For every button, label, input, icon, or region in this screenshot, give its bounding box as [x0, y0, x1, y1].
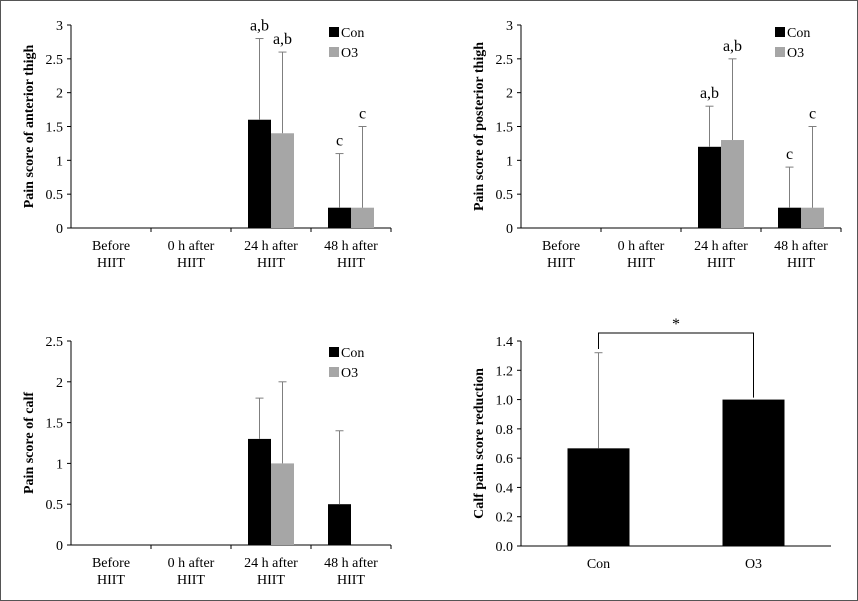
- panel2-x-tick-label: HIIT: [547, 256, 575, 271]
- panel1-x-tick-label: 0 h after: [168, 239, 215, 254]
- panel2-significance-label: a,b: [723, 38, 742, 55]
- panel2-legend-swatch-o3: [775, 47, 785, 57]
- panel3-x-tick-label: 24 h after: [244, 556, 298, 571]
- panel2-bar-con-2: [698, 146, 721, 228]
- panel3-x-tick-label: HIIT: [337, 573, 365, 588]
- panel1-y-tick-label: 3: [56, 19, 63, 34]
- panel2-x-tick-label: 48 h after: [774, 239, 828, 254]
- panel2-y-tick-label: 1.5: [496, 121, 514, 136]
- panel2-x-tick-label: HIIT: [627, 256, 655, 271]
- panel1-x-tick-label: HIIT: [97, 256, 125, 271]
- panel4-y-tick-label: 1.4: [496, 335, 514, 350]
- panel2-x-tick-label: Before: [542, 239, 580, 254]
- panel3-bar-o3-2: [271, 463, 294, 545]
- panel2-y-tick-label: 2.5: [496, 53, 514, 68]
- panel3-x-tick-label: Before: [92, 556, 130, 571]
- panel4-bar-series-0: [567, 448, 630, 546]
- panel1-legend-swatch-o3: [329, 47, 339, 57]
- panel4-y-tick-label: 1.0: [496, 394, 514, 409]
- panel2-significance-label: a,b: [700, 85, 719, 102]
- panel3-x-tick-label: HIIT: [97, 573, 125, 588]
- panel2-x-tick-label: HIIT: [787, 256, 815, 271]
- panel2-significance-label: c: [786, 146, 793, 163]
- panel1-bar-o3-2: [271, 133, 294, 228]
- panel3-y-axis-title: Pain score of calf: [22, 392, 37, 494]
- panel3-bar-con-2: [248, 438, 271, 545]
- panel1-y-tick-label: 2: [56, 87, 63, 102]
- panel1-legend-label-con: Con: [341, 26, 364, 41]
- panel4-bar-series-1: [722, 399, 785, 546]
- panel3-x-tick-label: HIIT: [257, 573, 285, 588]
- panel1-x-tick-label: HIIT: [257, 256, 285, 271]
- panel3-legend-label-con: Con: [341, 346, 364, 361]
- panel1-x-tick-label: Before: [92, 239, 130, 254]
- panel1-x-tick-label: 48 h after: [324, 239, 378, 254]
- panel4-y-tick-label: 1.2: [496, 364, 514, 379]
- panel2-bar-o3-3: [801, 207, 824, 228]
- panel1-significance-label: a,b: [250, 18, 269, 35]
- panel4-y-tick-label: 0.4: [496, 481, 514, 496]
- panel1-bar-con-3: [328, 207, 351, 228]
- panel1-legend-swatch-con: [329, 27, 339, 37]
- panel1-significance-label: a,b: [273, 31, 292, 48]
- panel2-y-axis-title: Pain score of posterior thigh: [472, 42, 487, 211]
- panel1-y-tick-label: 1: [56, 154, 63, 169]
- panel1-y-tick-label: 1.5: [46, 121, 64, 136]
- panel3-y-tick-label: 1.5: [46, 417, 64, 432]
- panel4-x-tick-label: Con: [587, 557, 610, 572]
- panel4-y-tick-label: 0.0: [496, 540, 514, 555]
- panel2-significance-label: c: [809, 106, 816, 123]
- panel4-significance-bracket: [598, 332, 754, 398]
- panel4-y-axis-title: Calf pain score reduction: [472, 368, 487, 519]
- panel1-significance-label: c: [359, 106, 366, 123]
- panel2-y-tick-label: 1: [506, 154, 513, 169]
- panel1-x-tick-label: HIIT: [177, 256, 205, 271]
- panel4-y-tick-label: 0.6: [496, 452, 514, 467]
- panel2-legend-swatch-con: [775, 27, 785, 37]
- panel1-significance-label: c: [336, 133, 343, 150]
- panel2-x-tick-label: 0 h after: [618, 239, 665, 254]
- panel1-y-tick-label: 0.5: [46, 188, 64, 203]
- panel3-legend-swatch-con: [329, 347, 339, 357]
- panel2-y-tick-label: 0: [506, 222, 513, 237]
- panel4-x-tick-label: O3: [745, 557, 762, 572]
- panel3-y-tick-label: 0: [56, 539, 63, 554]
- panel2-bar-con-3: [778, 207, 801, 228]
- panel2-y-tick-label: 3: [506, 19, 513, 34]
- panel2-x-tick-label: 24 h after: [694, 239, 748, 254]
- panel1-legend-label-o3: O3: [341, 46, 358, 61]
- panel2-legend-label-o3: O3: [787, 46, 804, 61]
- panel1-y-tick-label: 2.5: [46, 53, 64, 68]
- panel1-y-axis-title: Pain score of anterior thigh: [22, 44, 37, 208]
- panel2-legend-label-con: Con: [787, 26, 810, 41]
- panel2-bar-o3-2: [721, 140, 744, 228]
- panel1-y-tick-label: 0: [56, 222, 63, 237]
- panel3-bar-con-3: [328, 504, 351, 545]
- panel4-y-tick-label: 0.8: [496, 423, 514, 438]
- panel4-significance-star: *: [672, 316, 680, 333]
- panel1-bar-o3-3: [351, 207, 374, 228]
- panel2-y-tick-label: 0.5: [496, 188, 514, 203]
- panel2-x-tick-label: HIIT: [707, 256, 735, 271]
- panel3-legend-swatch-o3: [329, 367, 339, 377]
- panel1-x-tick-label: 24 h after: [244, 239, 298, 254]
- panel3-x-tick-label: 0 h after: [168, 556, 215, 571]
- panel3-x-tick-label: HIIT: [177, 573, 205, 588]
- panel3-y-tick-label: 0.5: [46, 498, 64, 513]
- panel1-x-tick-label: HIIT: [337, 256, 365, 271]
- panel3-y-tick-label: 1: [56, 457, 63, 472]
- panel4-y-tick-label: 0.2: [496, 511, 514, 526]
- panel1-bar-con-2: [248, 119, 271, 228]
- panel3-y-tick-label: 2.5: [46, 335, 64, 350]
- panel3-x-tick-label: 48 h after: [324, 556, 378, 571]
- panel3-y-tick-label: 2: [56, 376, 63, 391]
- panel2-y-tick-label: 2: [506, 87, 513, 102]
- panel3-legend-label-o3: O3: [341, 366, 358, 381]
